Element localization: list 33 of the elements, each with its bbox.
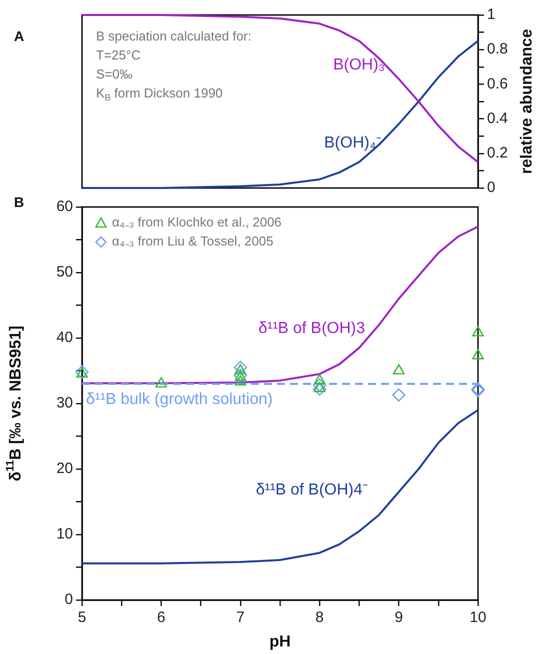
y-tick-label: 0.6 bbox=[487, 75, 508, 92]
x-axis-title: pH bbox=[269, 633, 291, 650]
series-label: B(OH)₃ bbox=[333, 56, 385, 74]
annotation: T=25°C bbox=[96, 48, 141, 63]
series-label: δ¹¹B of B(OH)3 bbox=[258, 320, 366, 338]
chart-title: B bbox=[14, 194, 24, 210]
legend-label: α₄₋₃ from Liu & Tossel, 2005 bbox=[112, 234, 274, 249]
y-tick-label: 0 bbox=[64, 591, 73, 608]
y-tick-label: 30 bbox=[56, 394, 73, 412]
series-label: δ¹¹B bulk (growth solution) bbox=[86, 390, 273, 408]
x-tick-label: 7 bbox=[236, 609, 245, 626]
x-tick-label: 5 bbox=[78, 609, 86, 626]
y-tick-label: 10 bbox=[56, 526, 73, 543]
series-label: δ¹¹B of B(OH)4⁻ bbox=[256, 481, 368, 498]
y-tick-label: 50 bbox=[56, 264, 73, 281]
y-tick-label: 0.4 bbox=[487, 110, 508, 127]
x-tick-label: 8 bbox=[315, 609, 324, 626]
text: A bbox=[14, 28, 24, 44]
y-tick-label: 1 bbox=[487, 6, 496, 24]
y-tick-label: 0 bbox=[487, 179, 496, 196]
y-tick-label: 0.2 bbox=[487, 144, 508, 162]
y-tick-label: 20 bbox=[56, 460, 73, 478]
y-tick-label: 40 bbox=[56, 329, 73, 346]
y-tick-label: 0.8 bbox=[487, 40, 508, 58]
legend-label: α₄₋₃ from Klochko et al., 2006 bbox=[112, 214, 282, 230]
series-label: B(OH)₄⁻ bbox=[324, 134, 381, 152]
y-axis-title: relative abundance bbox=[518, 28, 536, 174]
annotation: B speciation calculated for: bbox=[96, 28, 252, 44]
annotation: S=0‰ bbox=[96, 66, 132, 82]
y-tick-label: 60 bbox=[56, 198, 73, 216]
x-tick-label: 6 bbox=[157, 609, 166, 626]
y-axis-title: δ11B [‰ vs. NBS951] bbox=[4, 326, 24, 482]
x-tick-label: 9 bbox=[394, 609, 403, 626]
